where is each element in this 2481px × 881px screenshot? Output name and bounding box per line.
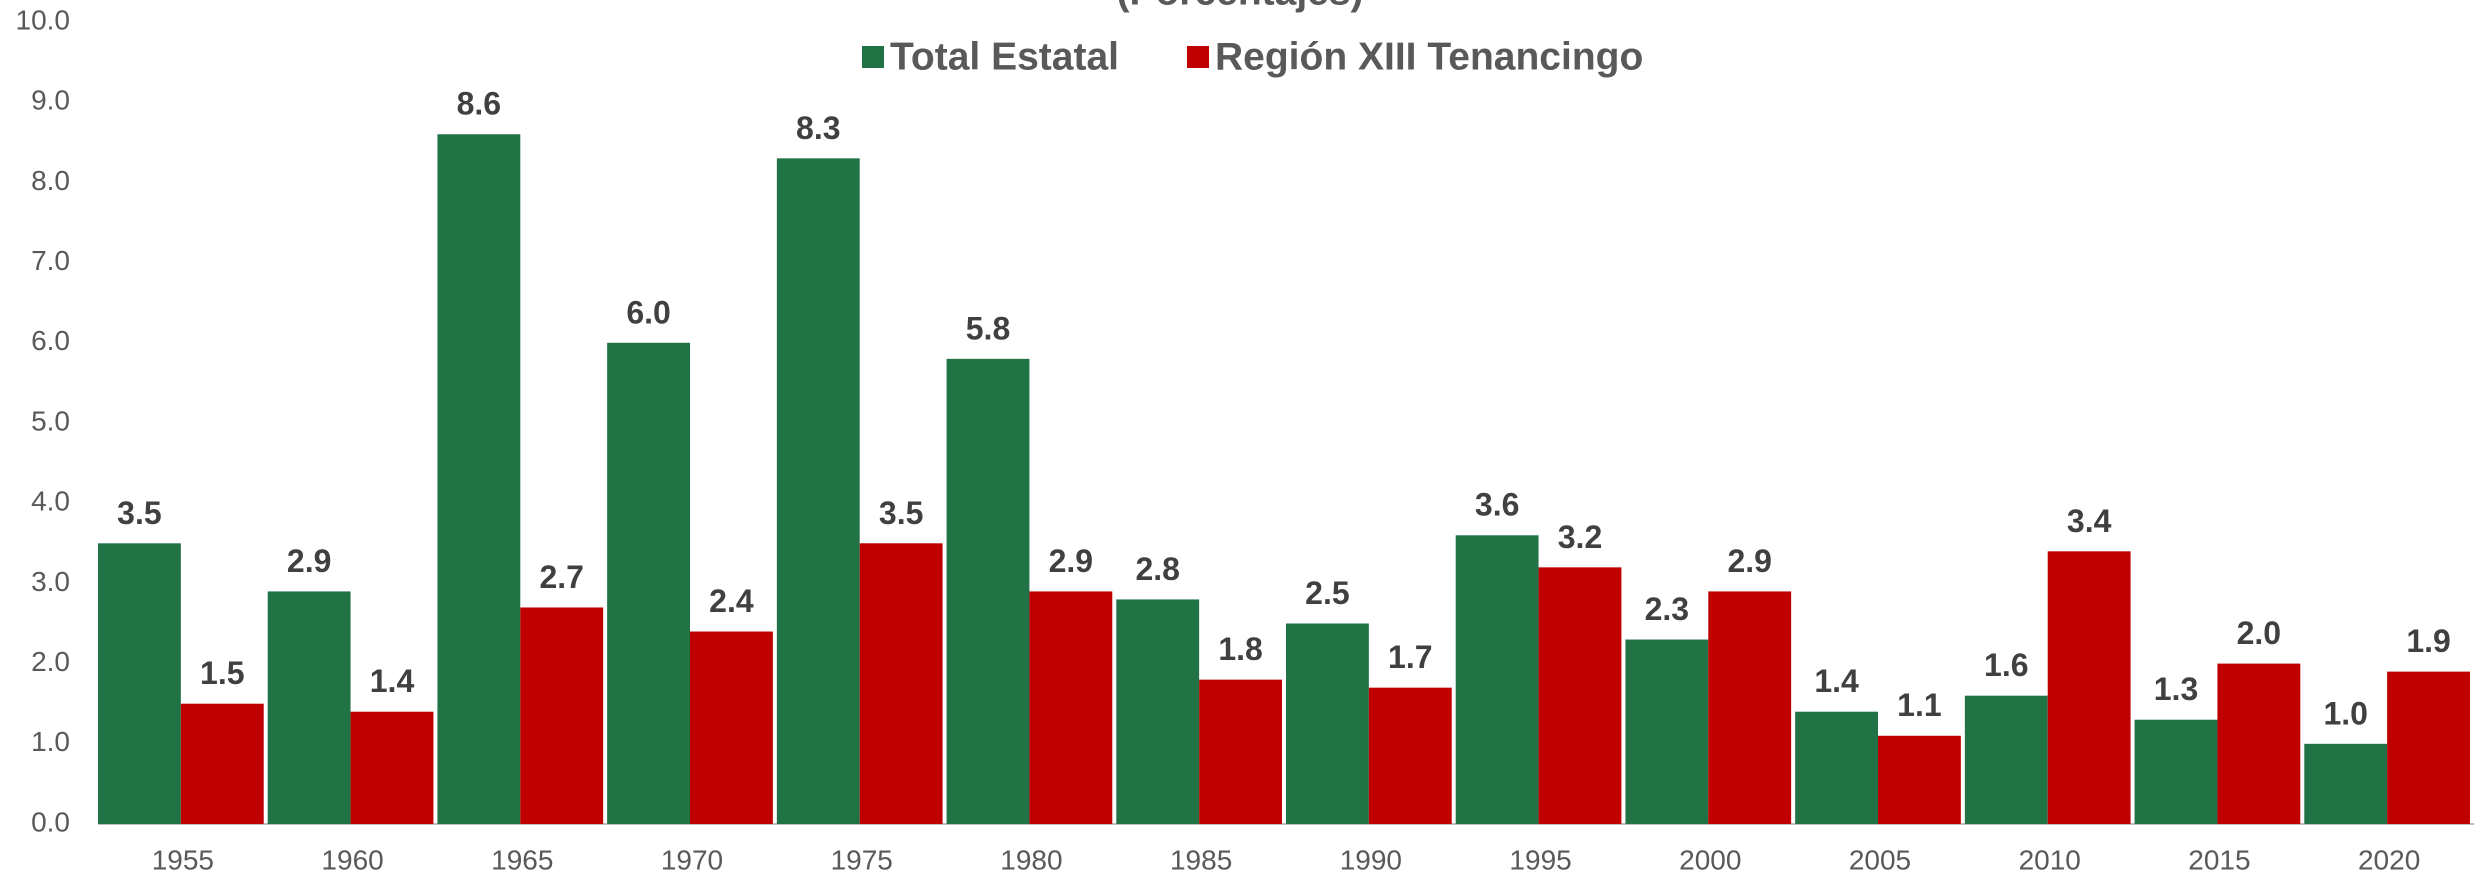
bar — [267, 591, 351, 824]
x-tick-label: 2005 — [1849, 844, 1911, 875]
x-tick-label: 2015 — [2188, 844, 2250, 875]
bar — [607, 342, 690, 824]
x-tick-label: 1975 — [831, 844, 893, 875]
data-label: 2.3 — [1645, 591, 1689, 627]
legend-swatch — [1187, 46, 1209, 68]
bar — [2304, 743, 2388, 824]
bar — [1199, 679, 1282, 824]
y-tick-label: 6.0 — [31, 325, 70, 356]
data-label: 2.4 — [709, 583, 754, 619]
x-tick-label: 1965 — [491, 844, 553, 875]
data-label: 2.0 — [2237, 615, 2281, 651]
data-label: 2.9 — [1727, 543, 1771, 579]
data-label: 5.8 — [966, 310, 1010, 346]
bar — [1964, 695, 2048, 824]
y-tick-label: 8.0 — [31, 165, 70, 196]
y-tick-label: 2.0 — [31, 646, 70, 677]
bar — [946, 358, 1030, 824]
data-label: 1.6 — [1984, 647, 2028, 683]
bar — [98, 543, 181, 824]
bar — [2134, 719, 2218, 824]
data-label: 3.5 — [879, 495, 923, 531]
data-label: 6.0 — [626, 294, 670, 330]
data-label: 1.0 — [2323, 695, 2367, 731]
data-label: 3.6 — [1475, 487, 1519, 523]
x-tick-label: 1960 — [321, 844, 383, 875]
data-label: 2.8 — [1135, 551, 1179, 587]
data-label: 2.7 — [539, 559, 583, 595]
y-tick-label: 1.0 — [31, 726, 70, 757]
data-label: 1.8 — [1218, 631, 1262, 667]
legend-swatch — [862, 46, 884, 68]
x-tick-label: 2000 — [1679, 844, 1741, 875]
y-tick-label: 5.0 — [31, 405, 70, 436]
data-label: 2.5 — [1305, 575, 1349, 611]
data-label: 2.9 — [287, 543, 331, 579]
bar — [2047, 551, 2131, 824]
bar — [1795, 711, 1878, 824]
data-label: 3.2 — [1558, 519, 1602, 555]
bar — [1368, 687, 1452, 824]
bar — [1878, 735, 1961, 824]
y-tick-label: 10.0 — [16, 4, 71, 35]
data-label: 1.1 — [1897, 687, 1941, 723]
bar — [1116, 599, 1200, 824]
bar — [2387, 671, 2470, 824]
data-label: 3.4 — [2067, 503, 2112, 539]
data-label: 1.9 — [2406, 623, 2450, 659]
data-label: 1.7 — [1388, 639, 1432, 675]
bar — [350, 711, 434, 824]
bar — [2217, 663, 2301, 824]
data-label: 8.6 — [457, 86, 501, 122]
chart-subtitle: (Porcentajes) — [1116, 0, 1363, 13]
x-tick-label: 1985 — [1170, 844, 1232, 875]
bar — [690, 631, 773, 824]
x-tick-label: 1970 — [661, 844, 723, 875]
bar — [1286, 623, 1369, 824]
x-tick-label: 2020 — [2358, 844, 2420, 875]
bar — [1538, 567, 1622, 824]
y-tick-label: 0.0 — [31, 806, 70, 837]
bar — [1625, 639, 1709, 824]
bar — [180, 703, 264, 824]
legend-label: Región XIII Tenancingo — [1215, 35, 1643, 78]
y-tick-label: 7.0 — [31, 245, 70, 276]
data-label: 8.3 — [796, 110, 840, 146]
data-label: 1.4 — [1814, 663, 1859, 699]
bar — [520, 607, 604, 824]
data-label: 3.5 — [117, 495, 161, 531]
data-label: 1.5 — [200, 655, 244, 691]
y-tick-label: 9.0 — [31, 85, 70, 116]
data-label: 1.3 — [2154, 671, 2198, 707]
data-label: 2.9 — [1049, 543, 1093, 579]
y-tick-label: 4.0 — [31, 486, 70, 517]
bar — [437, 134, 521, 824]
x-tick-label: 1995 — [1509, 844, 1571, 875]
x-tick-label: 1990 — [1340, 844, 1402, 875]
bar — [776, 158, 860, 825]
bar — [1455, 535, 1539, 824]
x-tick-label: 2010 — [2019, 844, 2081, 875]
bar — [1029, 591, 1113, 824]
y-tick-label: 3.0 — [31, 566, 70, 597]
bar — [1708, 591, 1792, 824]
data-label: 1.4 — [370, 663, 415, 699]
bar — [859, 543, 943, 824]
x-tick-label: 1980 — [1000, 844, 1062, 875]
x-tick-label: 1955 — [152, 844, 214, 875]
legend-label: Total Estatal — [890, 35, 1119, 78]
